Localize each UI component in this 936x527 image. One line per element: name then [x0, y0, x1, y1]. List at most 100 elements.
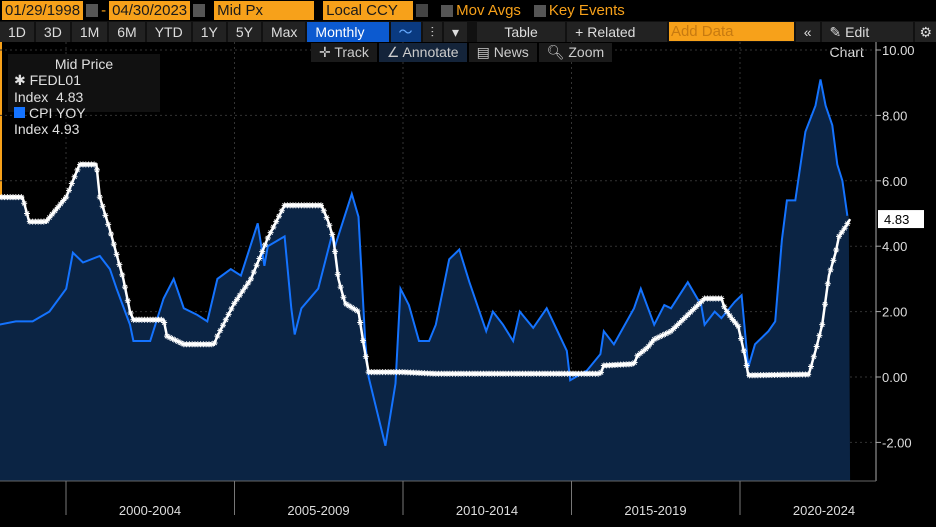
news-button[interactable]: ▤ News — [468, 43, 537, 62]
point-fedl01 — [248, 275, 254, 282]
point-fedl01 — [340, 294, 347, 301]
related-data-button[interactable]: + Related Dat — [567, 21, 667, 60]
zoom-button[interactable]: 🔍︎ Zoom — [538, 43, 613, 62]
y-tick-label: 0.00 — [882, 370, 907, 385]
collapse-icon[interactable]: « — [795, 21, 820, 42]
legend-item-fedl01[interactable]: ✱ FEDL01 Index 4.83 — [14, 72, 84, 105]
chevron-down-icon[interactable] — [416, 4, 429, 17]
point-fedl01 — [43, 217, 50, 224]
point-fedl01 — [724, 308, 730, 315]
range-5y[interactable]: 5Y — [227, 21, 261, 42]
point-fedl01 — [827, 266, 834, 273]
point-fedl01 — [52, 207, 58, 214]
chevron-down-icon[interactable]: ▾ — [444, 21, 468, 42]
candlestick-icon[interactable]: ⫶ — [422, 21, 442, 42]
point-fedl01 — [231, 300, 238, 307]
point-fedl01 — [250, 269, 257, 276]
point-fedl01 — [71, 173, 78, 180]
point-fedl01 — [740, 347, 747, 354]
point-fedl01 — [320, 207, 327, 214]
gear-icon[interactable]: ⚙ — [915, 21, 936, 42]
range-max[interactable]: Max — [262, 21, 306, 42]
range-6m[interactable]: 6M — [109, 21, 145, 42]
point-fedl01 — [24, 210, 30, 217]
point-fedl01 — [676, 320, 683, 327]
point-fedl01 — [329, 231, 336, 238]
legend-item-cpi[interactable]: CPI YOY Index 4.93 — [14, 105, 86, 137]
annotate-button[interactable]: ∠ Annotate — [378, 43, 467, 62]
point-fedl01 — [346, 302, 352, 309]
point-fedl01 — [679, 317, 686, 324]
add-data-input[interactable]: Add Data — [668, 22, 794, 41]
currency-select[interactable]: Local CCY — [323, 1, 414, 20]
point-fedl01 — [256, 255, 263, 262]
point-fedl01 — [318, 202, 324, 209]
point-fedl01 — [362, 353, 369, 360]
point-fedl01 — [245, 279, 252, 286]
point-fedl01 — [267, 229, 274, 236]
point-fedl01 — [693, 303, 700, 310]
point-fedl01 — [628, 361, 635, 368]
track-button[interactable]: ✛ Track — [311, 43, 377, 62]
start-date-input[interactable]: 01/29/1998 — [2, 1, 84, 20]
point-fedl01 — [108, 230, 114, 237]
point-fedl01 — [57, 200, 64, 207]
point-fedl01 — [824, 280, 831, 287]
series-line-fedl01 — [0, 163, 852, 377]
point-fedl01 — [110, 241, 117, 248]
point-fedl01 — [68, 180, 75, 187]
point-fedl01 — [743, 362, 750, 369]
key-events-label[interactable]: Key Events — [548, 2, 625, 19]
point-fedl01 — [113, 251, 120, 258]
point-fedl01 — [830, 257, 837, 264]
point-fedl01 — [729, 316, 736, 323]
point-fedl01 — [810, 353, 817, 360]
point-fedl01 — [668, 328, 674, 335]
point-fedl01 — [690, 306, 697, 313]
point-fedl01 — [337, 284, 344, 291]
y-tick-label: 10.00 — [882, 43, 915, 58]
point-fedl01 — [805, 371, 812, 378]
x-tick-label: 2005-2009 — [287, 503, 349, 518]
point-fedl01 — [738, 335, 744, 342]
range-1y[interactable]: 1Y — [192, 21, 226, 42]
point-fedl01 — [323, 214, 330, 221]
x-tick-label: 2020-2024 — [793, 503, 855, 518]
calendar-icon[interactable] — [86, 4, 99, 17]
point-fedl01 — [595, 370, 602, 377]
point-fedl01 — [127, 309, 134, 316]
y-tick-label: -2.00 — [882, 435, 912, 450]
range-3d[interactable]: 3D — [35, 21, 70, 42]
point-fedl01 — [836, 233, 842, 240]
mov-avgs-label[interactable]: Mov Avgs — [456, 2, 521, 19]
last-value-label: 4.83 — [884, 212, 909, 227]
calendar-icon[interactable] — [193, 4, 206, 17]
mov-avgs-checkbox[interactable] — [441, 4, 454, 17]
point-fedl01 — [841, 225, 848, 232]
range-ytd[interactable]: YTD — [146, 21, 191, 42]
point-fedl01 — [642, 345, 649, 352]
point-fedl01 — [66, 187, 72, 194]
table-button[interactable]: Table — [477, 21, 566, 42]
point-fedl01 — [264, 235, 271, 242]
key-events-checkbox[interactable] — [533, 4, 546, 17]
line-chart-icon[interactable]: 〜 — [390, 21, 421, 42]
point-fedl01 — [645, 343, 652, 350]
point-fedl01 — [665, 329, 672, 336]
field-select[interactable]: Mid Px — [214, 1, 315, 20]
point-fedl01 — [357, 319, 364, 326]
point-fedl01 — [816, 332, 823, 339]
point-fedl01 — [735, 323, 742, 330]
point-fedl01 — [838, 229, 845, 236]
point-fedl01 — [659, 332, 666, 339]
point-fedl01 — [276, 213, 282, 220]
end-date-input[interactable]: 04/30/2023 — [109, 1, 191, 20]
edit-chart-button[interactable]: ✎ Edit Chart — [821, 21, 914, 60]
range-1m[interactable]: 1M — [71, 21, 108, 42]
point-fedl01 — [808, 363, 814, 370]
point-fedl01 — [161, 319, 168, 326]
range-toolbar: 1D 3D 1M 6M YTD 1Y 5Y Max Monthly ▼ 〜 ⫶ … — [0, 21, 936, 60]
x-tick-label: 2010-2014 — [456, 503, 518, 518]
range-1d[interactable]: 1D — [0, 21, 34, 42]
